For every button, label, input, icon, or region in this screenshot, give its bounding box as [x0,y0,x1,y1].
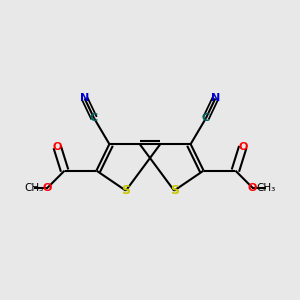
Text: S: S [169,184,178,197]
Text: N: N [80,94,89,103]
Text: O: O [238,142,248,152]
Text: S: S [122,184,130,197]
Text: CH₃: CH₃ [257,183,276,193]
Text: O: O [43,183,52,193]
Text: N: N [211,94,220,103]
Text: C: C [202,113,210,123]
Text: O: O [248,183,257,193]
Text: O: O [52,142,62,152]
Text: CH₃: CH₃ [24,183,43,193]
Text: C: C [90,113,98,123]
